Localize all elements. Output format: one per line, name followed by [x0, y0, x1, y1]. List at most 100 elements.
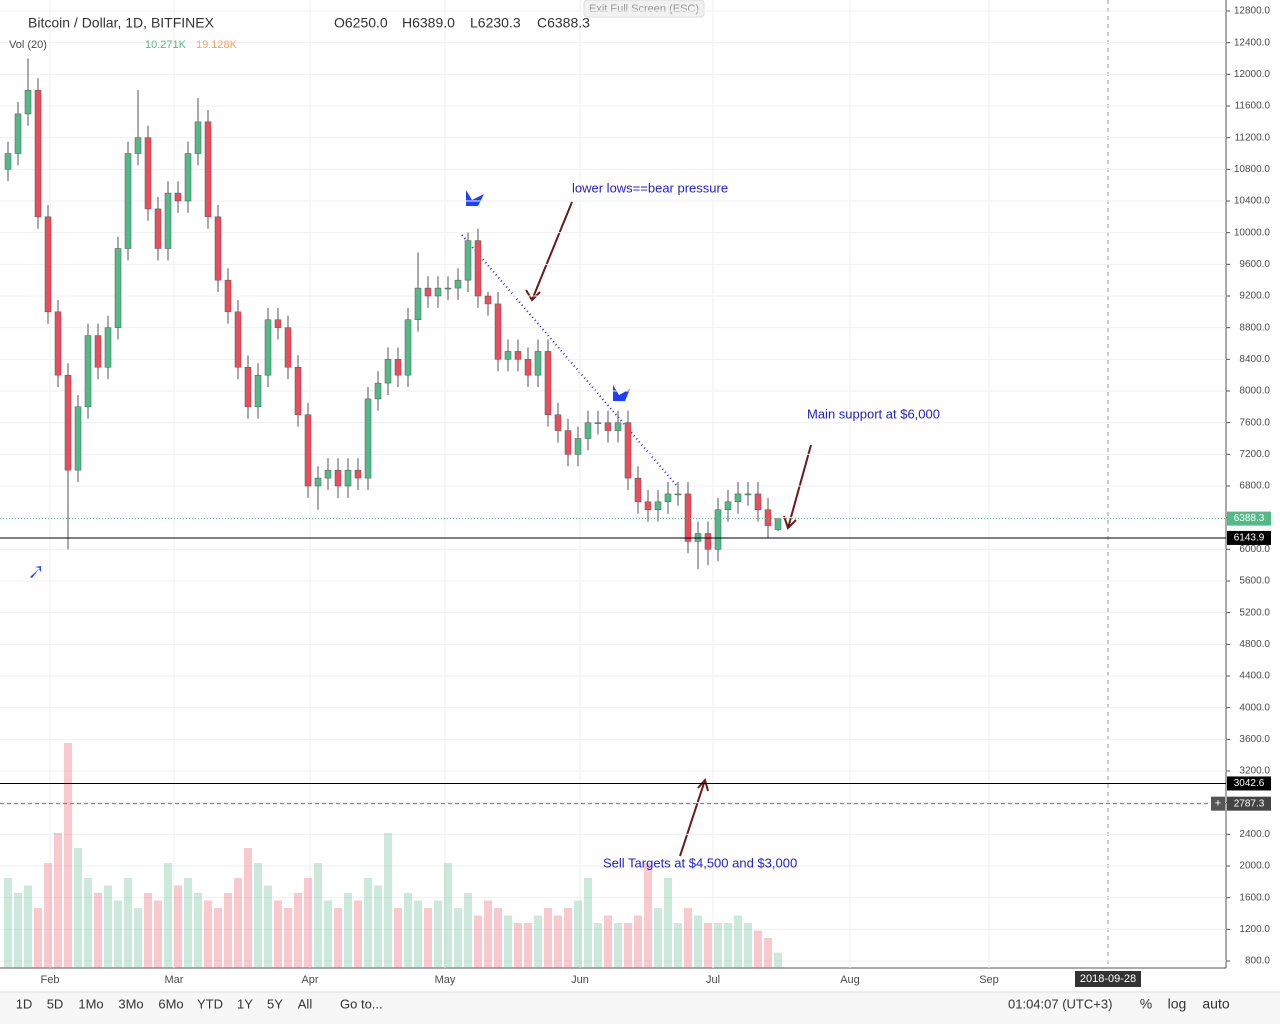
candle-body [384, 359, 392, 384]
candle-body [204, 121, 212, 218]
volume-bar [254, 863, 262, 968]
scale-button[interactable]: auto [1202, 996, 1229, 1012]
candle-body [774, 518, 782, 530]
volume-bar [124, 878, 132, 968]
y-tick-label: 9600.0 [1239, 259, 1270, 270]
candle-body [574, 438, 582, 455]
volume-bar [384, 833, 392, 968]
ohlc-value: C6388.3 [537, 15, 590, 31]
candle-body [764, 509, 772, 526]
volume-bar [634, 915, 642, 968]
volume-bar [144, 893, 152, 968]
price-tag [1227, 530, 1271, 545]
volume-bar [714, 923, 722, 968]
volume-bar [264, 885, 272, 968]
candle-body [284, 327, 292, 368]
volume-bar [304, 878, 312, 968]
trend-line [461, 234, 679, 488]
volume-bar [454, 908, 462, 968]
volume-bar [534, 915, 542, 968]
volume-bar [604, 915, 612, 968]
date-marker-label: 2018-09-28 [1080, 973, 1136, 985]
candle-body [324, 469, 332, 479]
candle-body [604, 422, 612, 431]
volume-bar [694, 915, 702, 968]
candle-body [314, 477, 322, 487]
y-tick-label: 6000.0 [1239, 544, 1270, 555]
scale-button[interactable]: log [1168, 996, 1187, 1012]
volume-bar [14, 893, 22, 968]
candle-body [754, 493, 762, 510]
volume-bar [724, 923, 732, 968]
x-tick-label: Jul [706, 974, 720, 986]
price-tag-label: 3042.6 [1234, 778, 1265, 789]
volume-bar [474, 915, 482, 968]
exit-fullscreen-label[interactable]: Exit Full Screen (ESC) [589, 3, 699, 15]
volume-bar [234, 878, 242, 968]
volume-bar [204, 900, 212, 968]
y-tick-label: 800.0 [1245, 956, 1270, 967]
candle-body [424, 287, 432, 297]
candle-body [234, 311, 242, 368]
timeframe-button[interactable]: 1D [16, 996, 33, 1011]
timeframe-button[interactable]: 1Y [237, 996, 253, 1011]
candle-body [454, 279, 462, 289]
blue-markers [30, 190, 630, 578]
candle-body [304, 414, 312, 487]
volume-bar [174, 885, 182, 968]
volume-bar [224, 893, 232, 968]
timeframe-button[interactable]: 3Mo [118, 996, 143, 1011]
candle-body [554, 414, 562, 431]
candle-body [214, 216, 222, 281]
candle-body [534, 351, 542, 376]
volume-bar [624, 923, 632, 968]
volume-bar [74, 848, 82, 968]
scale-button[interactable]: % [1140, 996, 1152, 1012]
volume-bar [104, 885, 112, 968]
goto-button[interactable]: Go to... [340, 996, 383, 1011]
timeframe-button[interactable]: All [298, 996, 313, 1011]
candle-body [124, 153, 132, 249]
price-tag-label: 2787.3 [1234, 798, 1265, 809]
volume-bar [744, 923, 752, 968]
volume-bar [424, 908, 432, 968]
add-level-button[interactable] [1211, 796, 1225, 811]
volume-bar [94, 893, 102, 968]
volume-bar [574, 900, 582, 968]
candle-body [4, 153, 12, 170]
volume-bar [274, 900, 282, 968]
timeframe-button[interactable]: 5D [47, 996, 64, 1011]
candle-body [294, 367, 302, 415]
timeframe-button[interactable]: 6Mo [158, 996, 183, 1011]
timeframe-button[interactable]: 5Y [267, 996, 283, 1011]
y-tick-label: 12000.0 [1234, 69, 1271, 80]
candle-body [14, 113, 22, 154]
timeframe-button[interactable]: YTD [197, 996, 223, 1011]
y-tick-label: 9200.0 [1239, 291, 1270, 302]
y-tick-label: 5200.0 [1239, 607, 1270, 618]
volume-bar [464, 893, 472, 968]
volume-bar [614, 923, 622, 968]
date-marker-tag [1075, 971, 1141, 987]
volume-bar [554, 915, 562, 968]
x-tick-label: Apr [301, 974, 318, 986]
timeframe-button[interactable]: 1Mo [78, 996, 103, 1011]
volume-bar [564, 908, 572, 968]
candle-body [704, 533, 712, 550]
candle-body [514, 351, 522, 360]
candle-body [664, 493, 672, 503]
volume-bar [494, 908, 502, 968]
price-tag-label: 6143.9 [1234, 533, 1265, 544]
candle-body [584, 422, 592, 439]
volume-bar [484, 900, 492, 968]
exit-fullscreen-button[interactable] [583, 0, 705, 18]
volume-bar [734, 915, 742, 968]
volume-bar [184, 878, 192, 968]
volume-bar [24, 885, 32, 968]
ohlc-value: L6230.3 [470, 15, 521, 31]
volume-bar [654, 908, 662, 968]
volume-bar [594, 923, 602, 968]
candle-body [44, 216, 52, 313]
candle-body [224, 279, 232, 313]
price-tag [1227, 796, 1271, 811]
